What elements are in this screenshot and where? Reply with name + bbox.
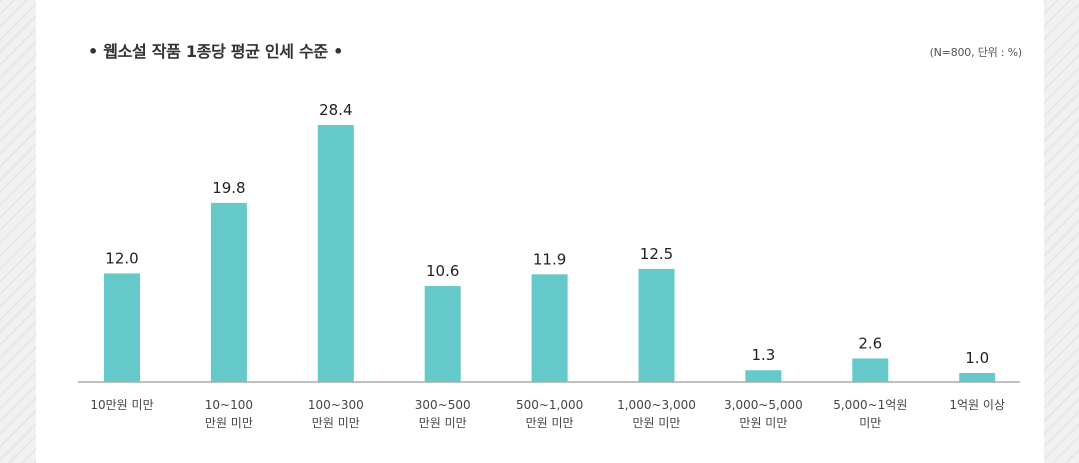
bar bbox=[745, 370, 782, 382]
x-tick-label: 1,000~3,000 bbox=[617, 398, 696, 412]
bar bbox=[424, 286, 461, 382]
bar-chart: 12.0 10만원 미만 19.8 10~100 만원 미만 28.4 100~300 만원 … bbox=[78, 101, 1020, 430]
data-label: 12.0 bbox=[105, 249, 138, 267]
bar bbox=[638, 268, 675, 382]
x-tick-label: 만원 미만 bbox=[633, 416, 681, 430]
x-tick-label: 만원 미만 bbox=[526, 416, 574, 430]
data-label: 12.5 bbox=[640, 245, 673, 263]
bar bbox=[210, 202, 247, 382]
x-tick-label: 미만 bbox=[859, 416, 881, 430]
x-tick-label: 만원 미만 bbox=[205, 416, 253, 430]
data-label: 1.0 bbox=[965, 349, 989, 367]
data-label: 28.4 bbox=[319, 101, 352, 119]
bar bbox=[317, 125, 354, 382]
x-tick-label: 10~100 bbox=[205, 398, 253, 412]
x-tick-label: 3,000~5,000 bbox=[724, 398, 803, 412]
bar bbox=[852, 358, 889, 382]
x-tick-label: 300~500 bbox=[415, 398, 471, 412]
data-label: 2.6 bbox=[858, 334, 882, 352]
x-tick-label: 5,000~1억원 bbox=[833, 398, 907, 412]
bar bbox=[104, 273, 140, 382]
x-tick-label: 만원 미만 bbox=[739, 416, 787, 430]
chart-unit-note: (N=800, 단위 : %) bbox=[929, 46, 1023, 59]
x-tick-label: 500~1,000 bbox=[516, 398, 583, 412]
chart-title: • 웹소설 작품 1종당 평균 인세 수준 • bbox=[88, 42, 344, 61]
data-label: 11.9 bbox=[533, 250, 566, 268]
data-label: 10.6 bbox=[426, 262, 459, 280]
x-tick-label: 1억원 이상 bbox=[949, 398, 1005, 412]
data-label: 1.3 bbox=[751, 346, 775, 364]
bar bbox=[959, 372, 996, 382]
x-tick-label: 10만원 미만 bbox=[90, 398, 153, 412]
data-label: 19.8 bbox=[212, 179, 245, 197]
x-tick-label: 만원 미만 bbox=[312, 416, 360, 430]
bar bbox=[531, 274, 568, 382]
x-tick-label: 만원 미만 bbox=[419, 416, 467, 430]
chart-card: • 웹소설 작품 1종당 평균 인세 수준 • (N=800, 단위 : %) … bbox=[36, 0, 1044, 463]
x-tick-label: 100~300 bbox=[308, 398, 364, 412]
